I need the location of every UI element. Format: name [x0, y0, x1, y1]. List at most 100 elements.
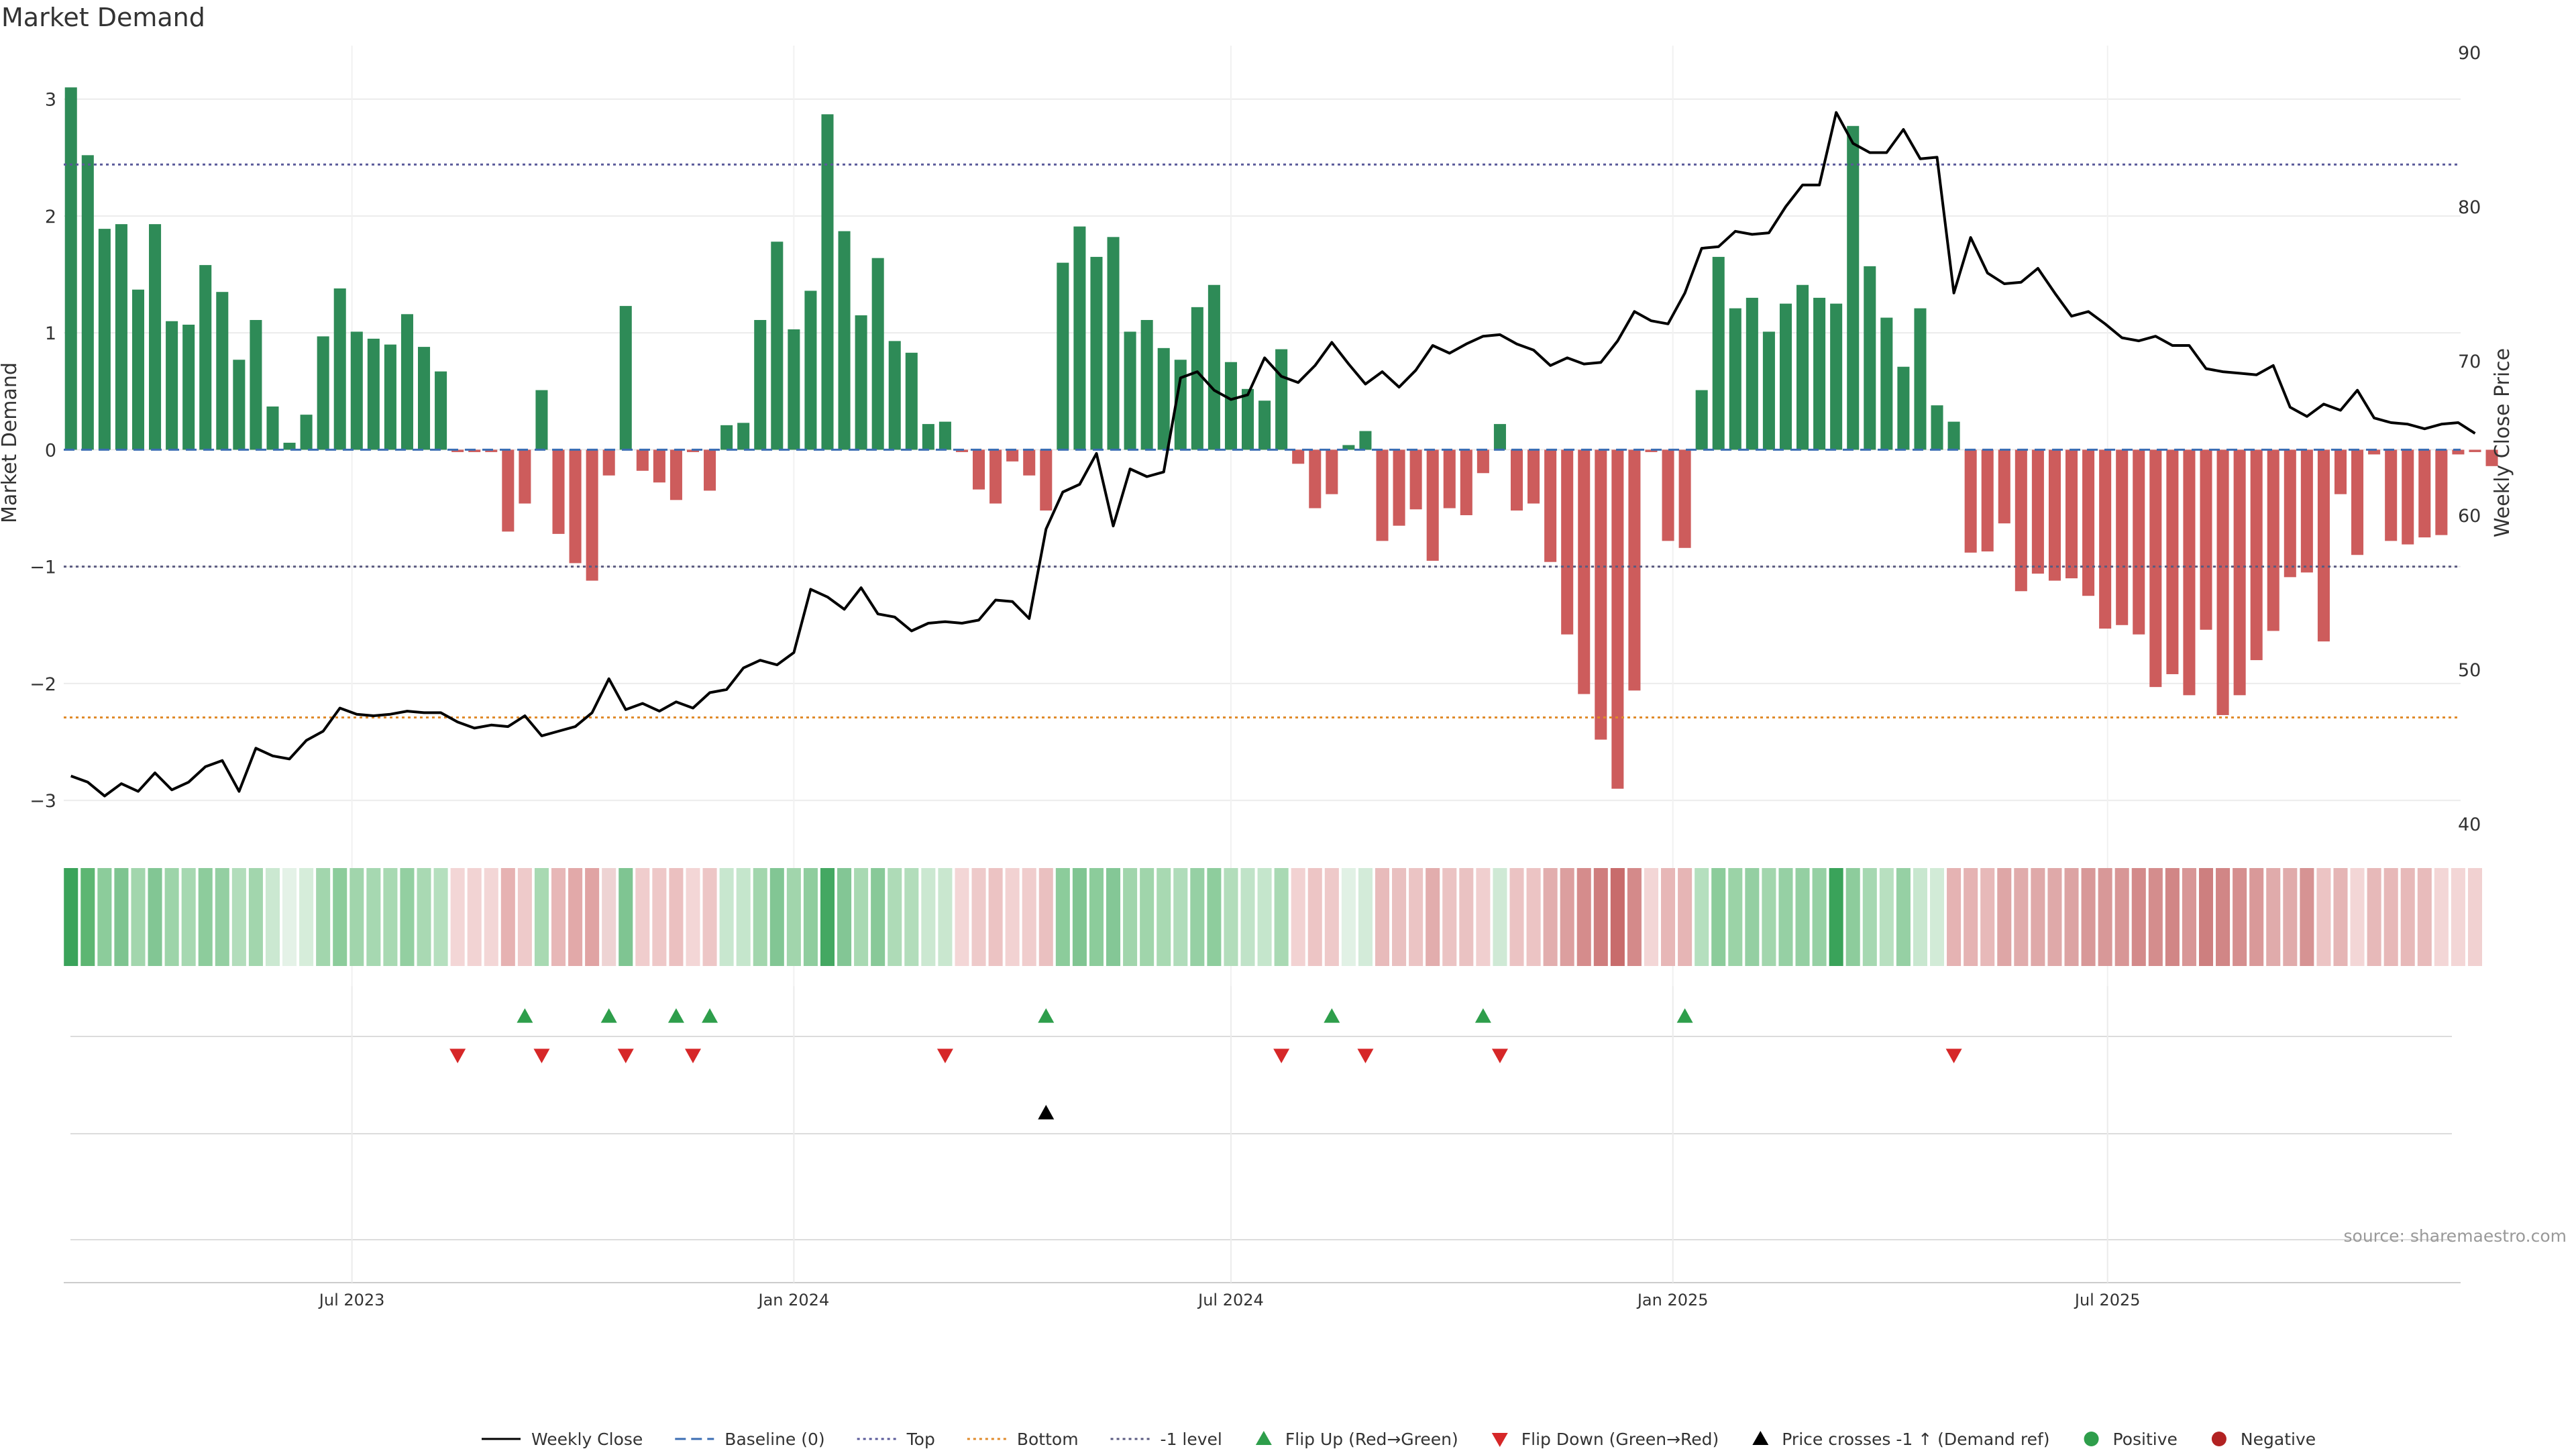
demand-bar	[451, 449, 464, 452]
heat-cell	[1593, 868, 1608, 966]
demand-bar	[1124, 331, 1136, 450]
heat-cell	[2098, 868, 2112, 966]
demand-bar	[182, 324, 195, 450]
legend-swatch	[2211, 1432, 2226, 1446]
demand-bar	[686, 449, 700, 452]
legend-item: Price crosses -1 ↑ (Demand ref)	[1752, 1430, 2050, 1449]
heat-cell	[2417, 868, 2432, 966]
heat-cell	[753, 868, 767, 966]
heat-cell	[988, 868, 1003, 966]
legend-item: Negative	[2211, 1430, 2316, 1449]
flip-up-marker	[1324, 1008, 1340, 1023]
flip-down-marker	[533, 1049, 550, 1063]
demand-bar	[1527, 449, 1540, 504]
flip-down-marker	[617, 1049, 634, 1063]
y-tick-label-left: −3	[30, 791, 56, 812]
heat-cell	[2064, 868, 2079, 966]
demand-bar	[81, 155, 94, 450]
demand-bar	[1813, 297, 1826, 450]
demand-bar	[1595, 449, 1607, 740]
heat-cell	[500, 868, 515, 966]
demand-bar	[754, 320, 767, 450]
demand-bar	[1191, 307, 1203, 450]
heat-cell	[2300, 868, 2314, 966]
demand-bar	[233, 360, 246, 450]
legend-swatch	[1752, 1431, 1769, 1445]
demand-bar	[1998, 449, 2010, 524]
demand-bar	[1645, 449, 1658, 452]
heat-cell	[1005, 868, 1020, 966]
demand-bar	[2200, 449, 2212, 630]
demand-bar	[199, 265, 212, 450]
demand-bar	[938, 421, 951, 450]
heat-cell	[1442, 868, 1457, 966]
heat-cell	[350, 868, 364, 966]
demand-bar	[2334, 449, 2347, 494]
demand-bar	[367, 338, 380, 450]
flip-up-marker	[517, 1008, 533, 1023]
demand-bar	[1393, 449, 1405, 526]
heat-cell	[1644, 868, 1659, 966]
heat-cell	[2198, 868, 2214, 966]
y-tick-label-right: 50	[2458, 660, 2481, 681]
demand-bar	[1628, 449, 1641, 691]
demand-bar	[1864, 266, 1876, 450]
heat-cell	[64, 868, 78, 966]
demand-bar	[1712, 256, 1725, 450]
chart-title: Market Demand	[1, 3, 205, 32]
y-axis-label-right: Weekly Close Price	[2491, 348, 2514, 537]
demand-bar	[1947, 421, 1960, 450]
demand-bar	[1544, 449, 1557, 562]
demand-bar	[720, 425, 733, 450]
demand-bar	[1779, 303, 1792, 450]
demand-bar	[2452, 449, 2465, 455]
heat-cell	[1291, 868, 1305, 966]
demand-bar	[1326, 449, 1338, 494]
heat-cell	[1896, 868, 1911, 966]
legend-item: Positive	[2084, 1430, 2178, 1449]
heat-cell	[1778, 868, 1793, 966]
heat-cell	[551, 868, 566, 966]
heat-cell	[1913, 868, 1927, 966]
legend-label: Flip Down (Green→Red)	[1521, 1430, 1719, 1449]
heat-cell	[2148, 868, 2163, 966]
legend-label: Negative	[2241, 1430, 2316, 1449]
demand-bar	[1426, 449, 1439, 561]
flip-up-marker	[1676, 1008, 1693, 1023]
heat-cell	[2451, 868, 2465, 966]
heat-cell	[955, 868, 969, 966]
y-tick-label-right: 80	[2458, 197, 2481, 218]
demand-bar	[1309, 449, 1322, 508]
heat-cell	[1576, 868, 1591, 966]
y-tick-label-left: −1	[30, 557, 56, 578]
y-tick-label-right: 40	[2458, 814, 2481, 835]
heat-cell	[2316, 868, 2331, 966]
heat-cell	[2233, 868, 2247, 966]
heat-cell	[1711, 868, 1726, 966]
demand-bar	[636, 449, 649, 471]
legend-label: Weekly Close	[531, 1430, 643, 1449]
flip-up-marker	[1038, 1008, 1055, 1023]
heat-cell	[971, 868, 986, 966]
demand-bar	[1376, 449, 1389, 541]
demand-bar	[704, 449, 716, 491]
heat-cell	[619, 868, 633, 966]
heat-cell	[1409, 868, 1424, 966]
heat-cell	[1627, 868, 1642, 966]
heat-cell	[1493, 868, 1507, 966]
demand-bar	[2402, 449, 2414, 545]
heat-cell	[854, 868, 869, 966]
demand-bar	[1224, 362, 1237, 450]
demand-bar	[871, 258, 884, 450]
heat-cell	[467, 868, 482, 966]
demand-bar	[1561, 449, 1574, 635]
demand-bar	[1729, 308, 1741, 450]
heat-cell	[921, 868, 936, 966]
demand-bar	[973, 449, 985, 490]
heat-cell	[769, 868, 784, 966]
heat-cell	[316, 868, 331, 966]
demand-bar	[1510, 449, 1523, 511]
heat-cell	[1812, 868, 1827, 966]
heat-cell	[1795, 868, 1810, 966]
x-tick-label: Jan 2024	[757, 1291, 830, 1309]
